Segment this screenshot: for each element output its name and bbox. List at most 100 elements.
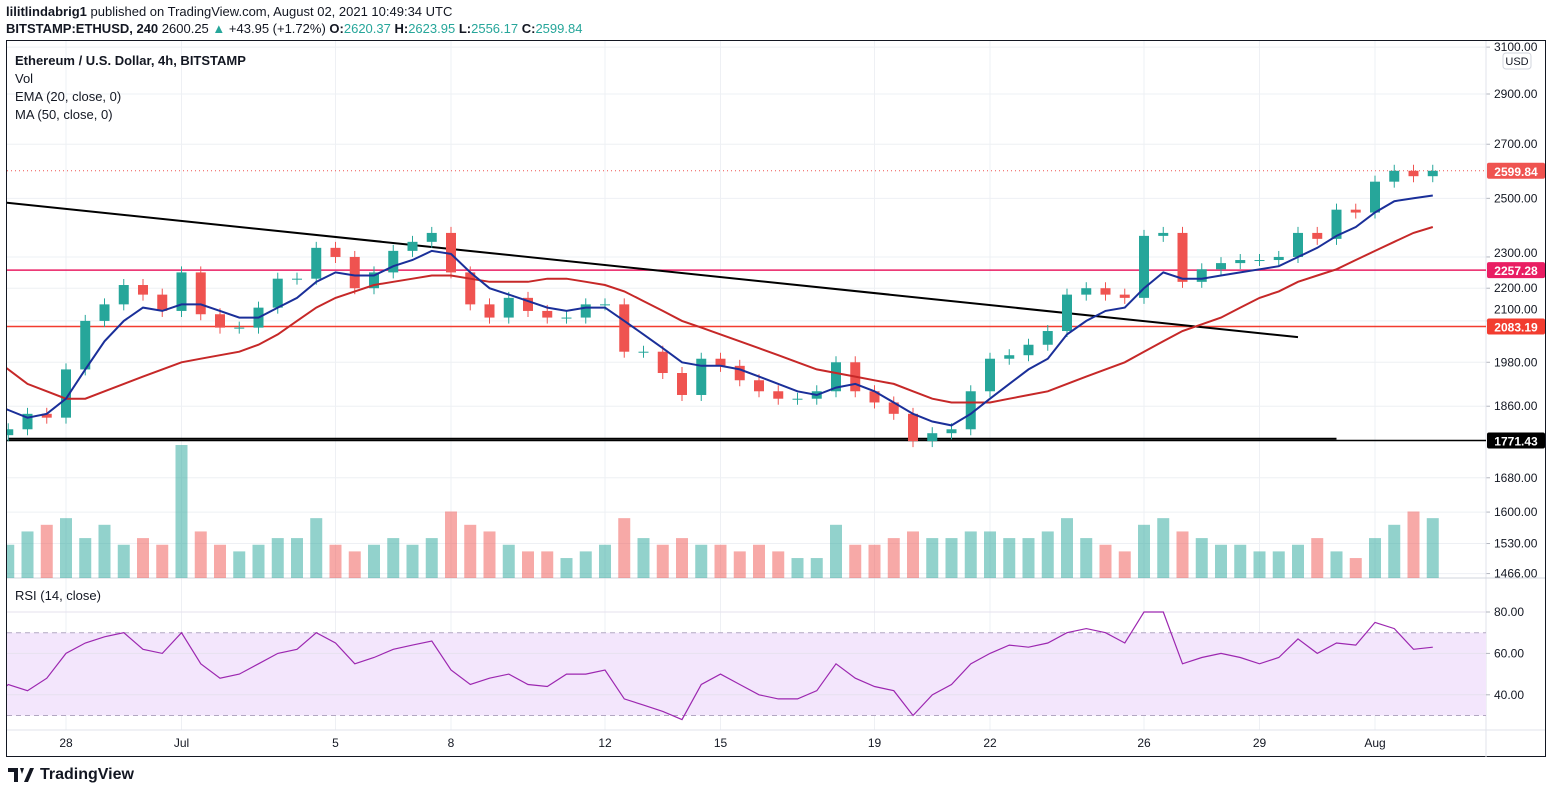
x-tick-label: Jul: [174, 736, 189, 750]
last-price-label: 2599.84: [1494, 165, 1538, 179]
volume-bar: [1157, 518, 1170, 578]
x-tick-label: 8: [448, 736, 455, 750]
volume-bar: [271, 538, 284, 578]
published-text: published on TradingView.com, August 02,…: [90, 4, 453, 19]
chart-pane[interactable]: [6, 40, 1546, 757]
volume-bar: [637, 538, 650, 578]
volume-bar: [753, 544, 765, 578]
level-price-label: 2257.28: [1494, 264, 1538, 278]
legend-volume[interactable]: Vol: [15, 71, 34, 86]
candle-body: [715, 358, 726, 366]
volume-bar: [1426, 518, 1439, 578]
y-tick-label: 2100.00: [1494, 303, 1538, 317]
candle-body: [927, 433, 938, 442]
volume-bar: [117, 544, 130, 578]
volume-bar: [483, 531, 496, 578]
candle-body: [446, 232, 456, 273]
volume-bar: [618, 518, 631, 578]
legend-rsi[interactable]: RSI (14, close): [15, 588, 101, 603]
y-tick-label: 1600.00: [1494, 505, 1538, 519]
candle-body: [985, 358, 995, 392]
tradingview-logo[interactable]: TradingView: [8, 766, 134, 784]
candle-body: [1408, 170, 1419, 177]
volume-bar: [137, 538, 149, 578]
volume-bar: [887, 538, 900, 578]
volume-bar: [406, 544, 419, 578]
volume-bar: [849, 544, 862, 578]
candle-body: [773, 391, 784, 399]
candle-body: [407, 241, 418, 251]
volume-bar: [1022, 538, 1035, 578]
x-tick-label: 28: [59, 736, 73, 750]
candle-body: [792, 398, 803, 400]
candle-body: [1196, 269, 1207, 282]
open-label: O:: [329, 21, 344, 36]
volume-bar: [252, 544, 265, 578]
volume-bar: [579, 551, 592, 578]
legend-ma[interactable]: MA (50, close, 0): [15, 107, 113, 122]
level-price-label: 1771.43: [1494, 435, 1538, 449]
rsi-tick-label: 80.00: [1494, 605, 1524, 619]
volume-bar: [79, 538, 92, 578]
volume-bar: [522, 551, 534, 578]
candle-body: [1427, 170, 1438, 177]
volume-bar: [984, 531, 996, 578]
candle-body: [619, 304, 630, 352]
y-tick-label: 2300.00: [1494, 246, 1538, 260]
logo-text: TradingView: [40, 766, 134, 783]
candle-body: [1119, 294, 1130, 298]
candle-body: [965, 391, 976, 430]
volume-bar: [1061, 518, 1073, 578]
x-tick-label: 29: [1253, 736, 1267, 750]
y-tick-label: 1860.00: [1494, 399, 1538, 413]
close-value: 2599.84: [535, 21, 583, 36]
volume-bar: [368, 544, 380, 578]
volume-bar: [1080, 538, 1093, 578]
candle-body: [1004, 355, 1015, 359]
rsi-band: [7, 632, 1486, 716]
candle-body: [523, 297, 533, 311]
candle-body: [1062, 294, 1072, 332]
candle-body: [215, 314, 225, 328]
volume-bar: [1099, 544, 1112, 578]
y-tick-label: 1680.00: [1494, 471, 1538, 485]
publisher-name[interactable]: lilitlindabrig1: [6, 4, 87, 19]
volume-bar: [676, 538, 688, 578]
volume-bar: [695, 544, 708, 578]
candle-body: [330, 247, 341, 257]
level-price-label: 2083.19: [1494, 321, 1538, 335]
candle-body: [7, 429, 14, 436]
volume-bar: [233, 551, 246, 578]
candle-body: [1235, 260, 1246, 264]
publish-info: lilitlindabrig1 published on TradingView…: [6, 4, 452, 19]
legend-ema[interactable]: EMA (20, close, 0): [15, 89, 122, 104]
candle-body: [1158, 232, 1169, 236]
candle-body: [311, 247, 322, 279]
volume-bar: [1407, 511, 1420, 578]
volume-bar: [1041, 531, 1054, 578]
price-change: +43.95 (+1.72%): [228, 21, 326, 36]
x-tick-label: 26: [1137, 736, 1151, 750]
volume-bar: [425, 538, 438, 578]
price-layer: [7, 164, 1486, 578]
candle-body: [1042, 331, 1053, 345]
candle-body: [465, 272, 476, 305]
last-price: 2600.25: [161, 21, 209, 36]
volume-bar: [445, 511, 457, 578]
volume-bar: [464, 524, 477, 578]
x-tick-label: Aug: [1364, 736, 1385, 750]
symbol: BITSTAMP:ETHUSD, 240: [6, 21, 159, 36]
high-value: 2623.95: [408, 21, 456, 36]
volume-bar: [1272, 551, 1285, 578]
candle-body: [638, 351, 649, 353]
candle-body: [61, 369, 71, 418]
y-tick-label: 2700.00: [1494, 137, 1538, 151]
up-triangle-icon: ▲: [212, 21, 226, 36]
y-tick-label: 1980.00: [1494, 355, 1538, 369]
tradingview-logo-icon: [8, 768, 34, 782]
volume-bar: [1292, 544, 1304, 578]
open-value: 2620.37: [343, 21, 391, 36]
candle-body: [272, 278, 283, 308]
volume-bar: [945, 538, 958, 578]
